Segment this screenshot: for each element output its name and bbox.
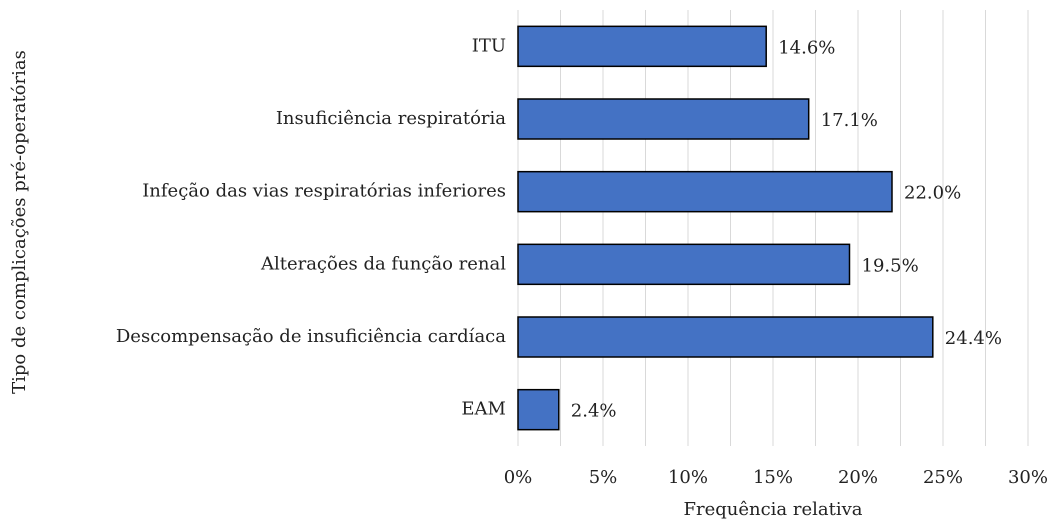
y-tick-label: EAM (461, 399, 506, 420)
bar (517, 25, 767, 68)
data-label: 22.0% (904, 183, 961, 204)
y-tick-label: Alterações da função renal (260, 253, 506, 274)
data-label: 14.6% (778, 37, 835, 58)
data-label: 17.1% (821, 110, 878, 131)
bar (517, 243, 851, 286)
y-tick-label: ITU (472, 35, 506, 56)
x-tick-label: 30% (1008, 467, 1048, 488)
y-axis-title: Tipo de complicações pré-operatórias (9, 50, 30, 394)
x-tick-label: 15% (753, 467, 793, 488)
x-tick-label: 25% (923, 467, 963, 488)
x-tick-label: 5% (589, 467, 618, 488)
data-label: 24.4% (945, 328, 1002, 349)
data-label: 2.4% (571, 401, 617, 422)
x-axis-title: Frequência relativa (683, 499, 862, 520)
bar (517, 316, 934, 358)
x-tick-label: 20% (838, 467, 878, 488)
y-tick-label: Descompensação de insuficiência cardíaca (116, 326, 506, 347)
bar (517, 98, 810, 140)
y-tick-label: Insuficiência respiratória (276, 108, 506, 129)
x-tick-label: 0% (504, 467, 533, 488)
y-tick-label: Infeção das vias respiratórias inferiore… (142, 181, 506, 202)
bar (517, 170, 893, 213)
data-label: 19.5% (862, 255, 919, 276)
bar (517, 388, 560, 431)
x-tick-label: 10% (668, 467, 708, 488)
